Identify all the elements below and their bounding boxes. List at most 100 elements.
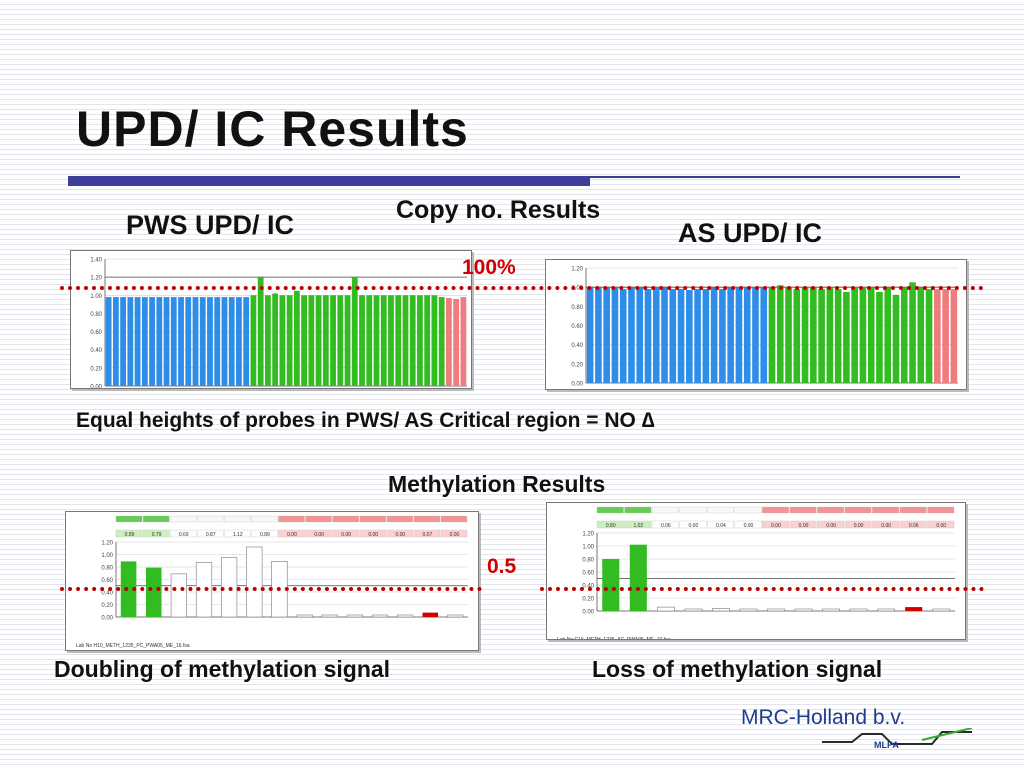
data-bar xyxy=(768,287,776,383)
data-bar xyxy=(214,297,221,386)
data-bar xyxy=(727,287,734,383)
data-bar xyxy=(112,297,119,386)
data-bar xyxy=(330,295,336,386)
data-bar xyxy=(431,295,438,386)
probe-header-cell xyxy=(899,506,927,514)
data-bar xyxy=(308,295,315,386)
ratio-value: 0.89 xyxy=(260,532,270,538)
probe-header-cell xyxy=(927,506,955,514)
data-bar xyxy=(315,295,322,386)
data-bar xyxy=(243,297,250,386)
data-bar xyxy=(932,608,951,612)
data-bar xyxy=(619,289,627,383)
probe-header-cell xyxy=(251,515,278,523)
data-bar xyxy=(686,290,693,383)
ratio-marker-half: 0.5 xyxy=(487,555,517,578)
data-bar xyxy=(127,297,134,386)
ratio-cell xyxy=(197,529,224,538)
data-bar xyxy=(794,608,813,612)
data-bar xyxy=(170,297,177,386)
data-bar xyxy=(760,287,768,383)
data-bar xyxy=(776,285,784,383)
probe-header-cell xyxy=(651,506,679,514)
y-tick-label: 1.20 xyxy=(582,532,594,538)
data-bar xyxy=(810,287,817,383)
y-tick-label: 0.60 xyxy=(101,578,113,584)
data-bar xyxy=(712,608,730,612)
ratio-cell xyxy=(224,529,251,538)
data-bar xyxy=(876,291,883,383)
ratio-value: 0.00 xyxy=(689,523,699,529)
probe-header-cell xyxy=(386,515,413,523)
ratio-cell xyxy=(679,520,707,529)
ratio-cell xyxy=(927,520,955,529)
data-bar xyxy=(250,295,257,386)
ratio-cell xyxy=(170,529,197,538)
data-bar xyxy=(424,295,431,386)
data-bar xyxy=(644,289,652,383)
y-tick-label: 0.20 xyxy=(582,597,594,603)
data-bar xyxy=(207,297,213,386)
data-bar xyxy=(684,608,703,612)
data-bar xyxy=(293,290,300,386)
data-bar xyxy=(409,295,416,386)
data-bar xyxy=(257,277,264,386)
loss-caption: Loss of methylation signal xyxy=(592,656,883,682)
y-tick-label: 0.60 xyxy=(582,571,594,577)
probe-header-cell xyxy=(707,506,734,514)
probe-header-cell xyxy=(142,515,170,523)
y-tick-label: 1.20 xyxy=(90,276,102,282)
data-bar xyxy=(785,287,792,383)
data-bar xyxy=(793,289,801,383)
y-tick-label: 0.40 xyxy=(101,591,113,597)
probe-header-cell xyxy=(762,506,789,514)
data-bar xyxy=(228,297,235,386)
data-bar xyxy=(272,293,279,386)
data-bar xyxy=(321,614,338,618)
probe-header-cell xyxy=(596,506,624,514)
data-bar xyxy=(373,295,380,386)
ratio-value: 0.69 xyxy=(179,532,189,538)
data-bar xyxy=(669,289,677,383)
probe-header-cell xyxy=(440,515,468,523)
ratio-cell xyxy=(624,520,652,529)
data-bar xyxy=(149,297,155,386)
lab-number-footer: Lab No C16_METH_1235_AC_PWA05_ME_10.fsa xyxy=(557,637,671,639)
probe-header-cell xyxy=(170,515,197,523)
ratio-cell xyxy=(142,529,170,538)
doubling-chart: 0.89 0.79 0.69 0.87 1.12 0.89 0.00 0.00 0.00 0.00… xyxy=(65,511,479,651)
reference-line-half-left xyxy=(60,587,482,591)
probe-header-cell xyxy=(305,515,332,523)
y-tick-label: 1.00 xyxy=(101,553,113,559)
ratio-value: 0.89 xyxy=(125,532,135,538)
y-tick-label: 0.00 xyxy=(101,616,113,622)
ratio-value: 0.00 xyxy=(854,523,864,529)
ratio-value: 0.00 xyxy=(287,532,297,538)
data-bar xyxy=(752,287,759,383)
ratio-value: 0.00 xyxy=(450,532,460,538)
ratio-cell xyxy=(872,520,900,529)
ratio-cell xyxy=(115,529,143,538)
data-bar xyxy=(322,295,329,386)
data-bar xyxy=(867,287,875,383)
brand-name: MRC-Holland b.v. xyxy=(741,706,906,729)
ratio-cell xyxy=(305,529,332,538)
data-bar xyxy=(719,289,726,383)
ratio-cell xyxy=(762,520,789,529)
data-bar xyxy=(397,614,414,618)
data-bar xyxy=(905,607,923,611)
data-bar xyxy=(801,287,809,383)
data-bar xyxy=(371,614,389,618)
data-bar xyxy=(892,294,900,383)
y-tick-label: 0.60 xyxy=(90,330,102,336)
copy-number-heading: Copy no. Results xyxy=(396,196,601,224)
data-bar xyxy=(942,289,949,383)
data-bar xyxy=(677,289,685,383)
probe-header-cell xyxy=(115,515,143,523)
y-tick-label: 0.60 xyxy=(571,324,583,330)
ratio-cell xyxy=(789,520,817,529)
ratio-cell xyxy=(844,520,872,529)
data-bar xyxy=(652,287,660,383)
data-bar xyxy=(453,298,460,386)
mlpa-logo: MLPA xyxy=(822,727,973,750)
